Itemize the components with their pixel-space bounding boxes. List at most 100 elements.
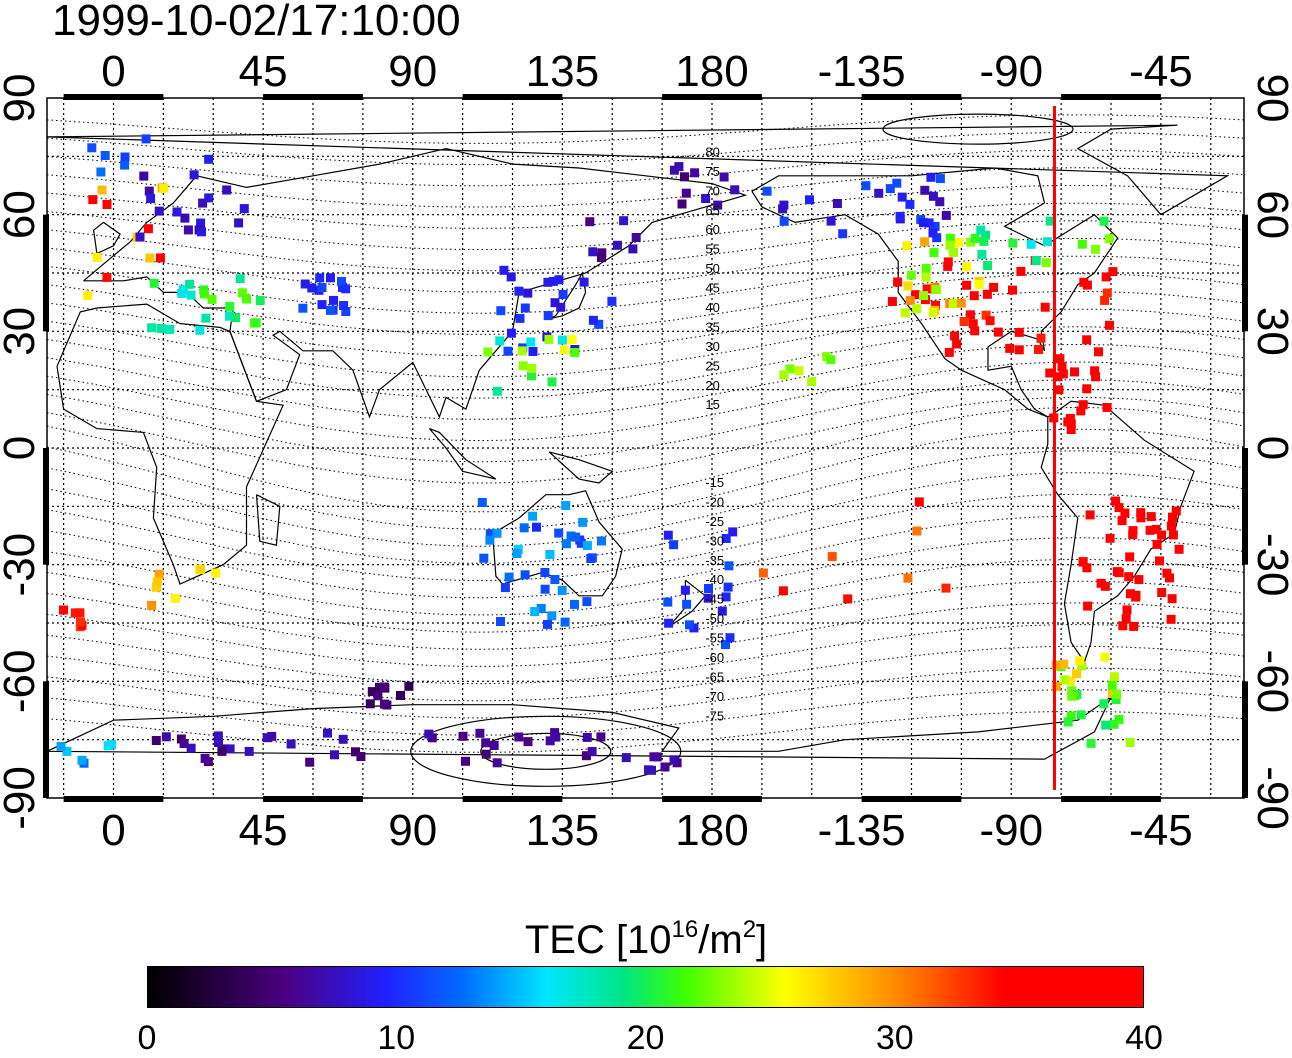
tec-pixel — [1125, 738, 1135, 747]
tec-pixel — [503, 346, 513, 356]
tec-pixel — [523, 737, 533, 747]
tec-pixel — [582, 597, 592, 607]
tec-pixel — [582, 541, 592, 551]
tec-pixel — [1082, 384, 1092, 394]
tec-pixel — [1162, 568, 1172, 578]
tec-pixel — [396, 691, 405, 700]
lat-tick-label-left: 60 — [0, 190, 44, 239]
tec-pixel — [217, 746, 227, 756]
tec-pixel — [1065, 676, 1075, 686]
tec-pixel — [1086, 738, 1096, 748]
tec-pixel — [1008, 238, 1018, 248]
tec-pixel — [1066, 425, 1076, 434]
tec-pixel — [341, 284, 351, 294]
tec-pixel — [1109, 719, 1119, 729]
coastline — [47, 695, 1113, 760]
tec-pixel — [147, 323, 157, 333]
tec-pixel — [945, 240, 955, 250]
tec-pixel — [59, 605, 68, 615]
tec-pixel — [922, 284, 932, 294]
tec-pixel — [941, 210, 951, 220]
geomag-contour — [47, 344, 1244, 420]
tec-pixel — [1101, 720, 1111, 730]
tec-pixel — [338, 734, 348, 744]
contour-label: -40 — [705, 572, 724, 587]
tec-pixel — [989, 282, 999, 292]
geomag-contour — [47, 493, 1244, 581]
tec-pixel — [1146, 512, 1156, 522]
lon-tick-label-bottom: -45 — [1129, 806, 1193, 855]
tec-pixel — [146, 194, 156, 203]
tec-pixel — [337, 277, 346, 286]
coastline — [548, 451, 614, 484]
tec-pixel — [962, 262, 972, 272]
tec-pixel — [356, 752, 366, 761]
tec-pixel — [317, 300, 327, 310]
tec-pixel — [519, 523, 529, 533]
tec-pixel — [1053, 372, 1063, 382]
tec-pixel — [198, 198, 208, 208]
tec-pixel — [536, 604, 546, 613]
tec-pixel — [826, 355, 836, 365]
tec-pixel — [179, 739, 189, 748]
tec-pixel — [1111, 496, 1121, 506]
tec-pixel — [1151, 524, 1161, 534]
tec-pixel — [556, 302, 566, 312]
tec-pixel — [779, 370, 789, 380]
tec-pixel — [1100, 652, 1110, 662]
tec-pixel — [102, 200, 112, 209]
tec-pixel — [186, 290, 196, 300]
tec-pixel — [843, 594, 853, 604]
tec-pixel — [492, 386, 502, 396]
coastline — [751, 167, 1119, 418]
tec-pixel — [912, 304, 922, 314]
tec-pixel — [120, 160, 130, 170]
tec-pixel — [211, 568, 221, 578]
contour-label: -15 — [705, 475, 724, 490]
tec-pixel — [1101, 272, 1111, 282]
map-frame — [46, 97, 1245, 799]
tec-pixel — [724, 561, 734, 571]
tec-pixel — [267, 731, 277, 741]
tec-pixel — [728, 527, 738, 537]
tec-pixel — [945, 233, 955, 243]
pole-contour-south-inner — [480, 732, 612, 770]
tec-pixel — [1145, 525, 1155, 535]
tec-pixel — [701, 194, 711, 203]
tec-pixel — [919, 291, 928, 301]
tec-pixel — [985, 316, 995, 326]
tec-pixel — [1079, 277, 1089, 287]
tec-pixel — [721, 640, 730, 649]
geomag-contour — [47, 515, 1244, 599]
tec-pixel — [838, 229, 848, 239]
tec-pixel — [145, 253, 155, 263]
contour-label: -25 — [705, 514, 724, 529]
tec-pixel — [588, 247, 598, 257]
tec-pixel — [154, 206, 164, 216]
tec-pixel — [458, 731, 468, 741]
lat-tick-label-left: 0 — [0, 436, 44, 460]
tec-pixel — [1076, 710, 1086, 720]
contour-label: 70 — [705, 183, 719, 198]
contour-label: -60 — [705, 650, 724, 665]
tec-pixel — [1036, 333, 1046, 343]
tec-pixel — [570, 348, 580, 357]
tec-pixel — [1168, 530, 1178, 540]
tec-pixel — [1051, 682, 1061, 691]
colorbar-tick-label: 30 — [875, 1019, 914, 1057]
tec-pixel — [514, 732, 524, 742]
tec-pixel — [981, 230, 991, 240]
tec-pixel — [1105, 533, 1115, 543]
tec-pixel — [1134, 575, 1144, 585]
tec-pixel — [932, 233, 942, 243]
lon-tick-label-bottom: -90 — [979, 806, 1043, 855]
tec-pixel — [948, 299, 958, 309]
tec-pixel — [159, 183, 169, 193]
tec-pixel — [1102, 403, 1112, 412]
tec-pixel — [619, 216, 629, 226]
tec-pixel — [365, 699, 375, 709]
tec-pixel — [298, 303, 308, 313]
tec-pixel — [561, 539, 571, 549]
tec-pixel — [489, 741, 499, 750]
lat-tick-label-right: 60 — [1248, 190, 1292, 239]
